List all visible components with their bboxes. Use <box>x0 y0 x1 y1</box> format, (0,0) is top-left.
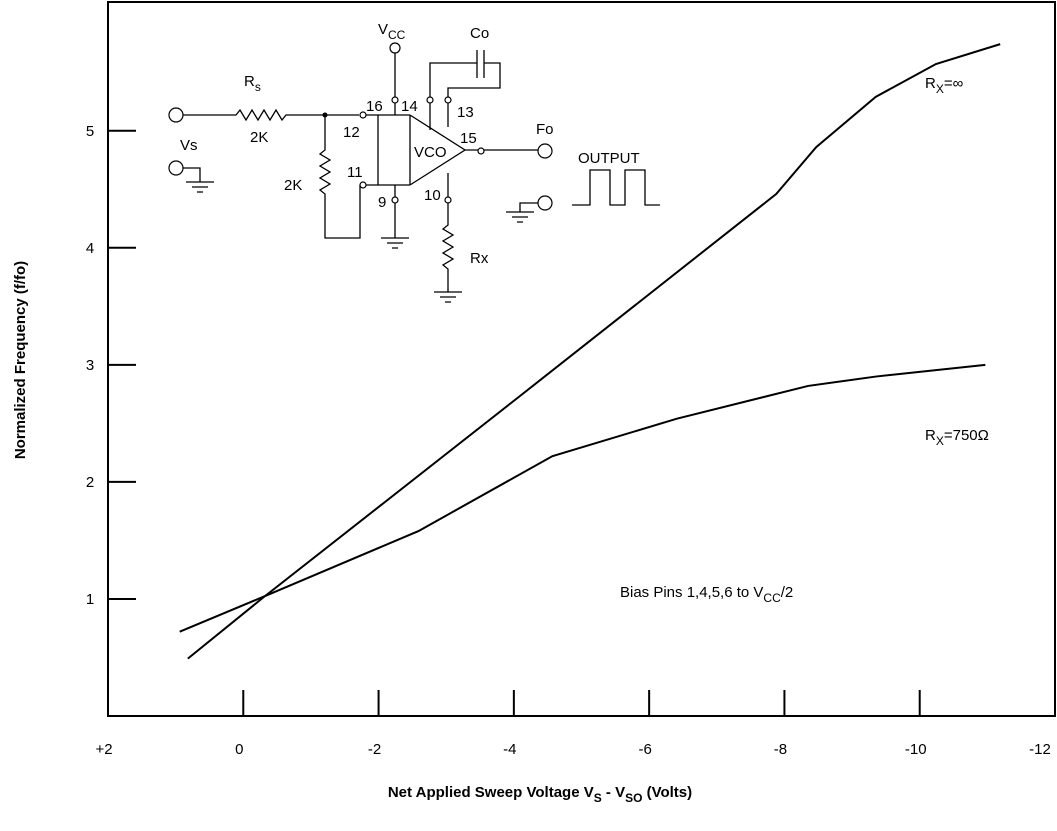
series-line <box>179 363 986 633</box>
rs-value: 2K <box>250 129 268 146</box>
x-tick-label: -2 <box>368 741 381 758</box>
fo-label: Fo <box>536 121 554 138</box>
pin-label: 9 <box>378 194 386 211</box>
x-tick-label: -6 <box>638 741 651 758</box>
x-axis-label: Net Applied Sweep Voltage VS - VSO (Volt… <box>388 784 692 805</box>
pin-label: 15 <box>460 130 477 147</box>
series-label: RX=∞ <box>925 75 964 96</box>
r-value: 2K <box>284 177 302 194</box>
series-line <box>187 43 1001 660</box>
x-tick-label: -8 <box>774 741 787 758</box>
x-tick-label: -12 <box>1029 741 1051 758</box>
y-tick-label: 5 <box>86 123 94 140</box>
y-tick-label: 4 <box>86 240 94 257</box>
x-tick-label: -10 <box>905 741 927 758</box>
plot-frame <box>107 1 1056 717</box>
pin-label: 13 <box>457 104 474 121</box>
rx-label: Rx <box>470 250 489 267</box>
rs-label: Rs <box>244 73 261 94</box>
y-tick-label: 2 <box>86 474 94 491</box>
x-tick-label: 0 <box>235 741 243 758</box>
x-tick-label: -4 <box>503 741 516 758</box>
pin-label: 11 <box>347 164 363 181</box>
pin-label: 16 <box>366 98 383 115</box>
series-label: RX=750Ω <box>925 427 989 448</box>
y-tick-label: 1 <box>86 591 94 608</box>
circuit: VCC Co Rs 2K 2K Vs 16 14 13 12 11 15 9 1… <box>168 21 660 303</box>
y-axis-label: Normalized Frequency (f/fo) <box>12 261 29 459</box>
vs-label: Vs <box>180 137 198 154</box>
pin-label: 12 <box>343 124 360 141</box>
pin-label: 10 <box>424 187 441 204</box>
co-label: Co <box>470 25 489 42</box>
vcc-label: VCC <box>378 21 406 42</box>
annotation: Bias Pins 1,4,5,6 to VCC/2 <box>620 584 793 605</box>
x-tick-label: +2 <box>95 741 112 758</box>
pin-label: 14 <box>401 98 418 115</box>
block-label: VCO <box>414 144 447 161</box>
output-label: OUTPUT <box>578 150 640 167</box>
y-tick-label: 3 <box>86 357 94 374</box>
